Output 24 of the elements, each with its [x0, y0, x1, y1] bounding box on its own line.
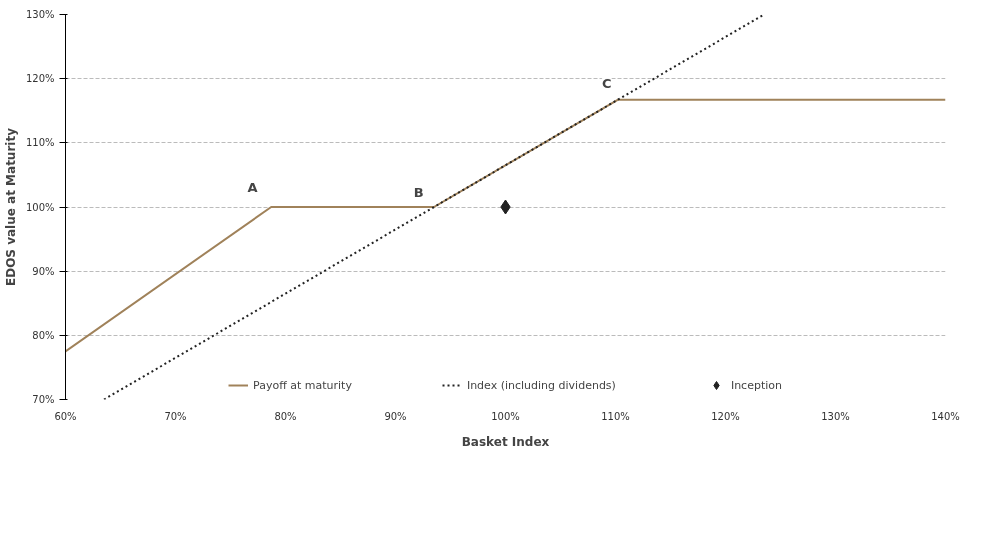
- x-tick-label: 140%: [931, 410, 960, 422]
- y-tick-label: 130%: [25, 9, 55, 20]
- y-tick-label: 80%: [32, 329, 55, 341]
- x-tick-label: 70%: [164, 410, 187, 422]
- legend-label: Index (including dividends): [466, 378, 616, 392]
- y-tick-label: 120%: [25, 73, 55, 85]
- x-tick-label: 90%: [384, 410, 407, 422]
- y-tick-label: 110%: [25, 137, 55, 149]
- y-tick-label: 70%: [32, 394, 55, 405]
- annotation: C: [601, 76, 612, 92]
- x-axis-title: Basket Index: [461, 434, 550, 449]
- x-tick-label: 120%: [711, 410, 740, 422]
- x-tick-label: 100%: [491, 410, 520, 422]
- x-tick-label: 60%: [54, 410, 77, 422]
- legend-label: Payoff at maturity: [253, 378, 352, 392]
- y-tick-label: 90%: [32, 265, 55, 277]
- y-axis-title: EDOS value at Maturity: [3, 127, 18, 286]
- x-tick-label: 110%: [601, 410, 630, 422]
- legend-label: Inception: [730, 378, 782, 392]
- x-tick-label: 130%: [821, 410, 850, 422]
- y-tick-label: 100%: [25, 201, 55, 213]
- x-tick-label: 80%: [274, 410, 297, 422]
- annotation: B: [413, 184, 424, 200]
- annotation: A: [247, 179, 258, 195]
